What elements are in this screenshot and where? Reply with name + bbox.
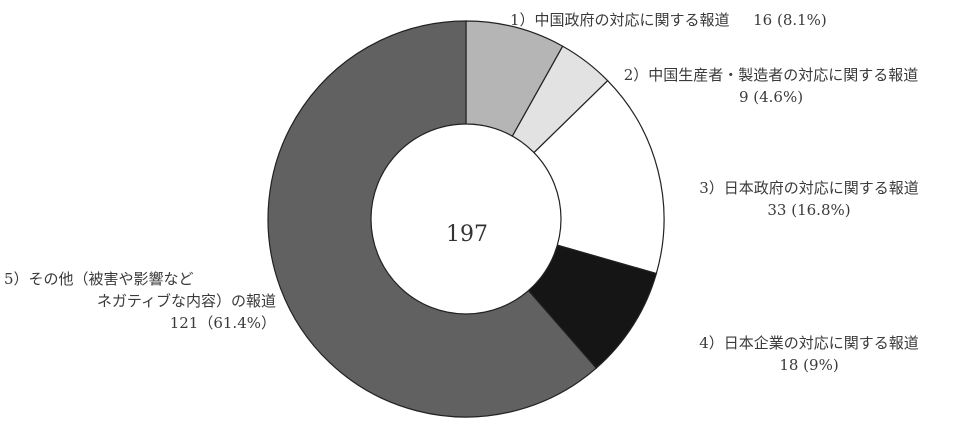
slice-label-3-value: 33 (16.8%) — [767, 201, 851, 219]
slice-label-3: 3）日本政府の対応に関する報道 33 (16.8%) — [669, 177, 949, 221]
slice-label-1-title: 1）中国政府の対応に関する報道 — [510, 11, 730, 29]
slice-label-5-value: 121（61.4%） — [169, 314, 276, 332]
slice-label-1-value: 16 (8.1%) — [753, 11, 827, 29]
slice-label-2: 2）中国生産者・製造者の対応に関する報道 9 (4.6%) — [591, 64, 951, 108]
slice-label-5-title: 5）その他（被害や影響など — [4, 270, 194, 288]
slice-label-4-value: 18 (9%) — [779, 356, 839, 374]
total-count: 197 — [446, 222, 488, 247]
slice-label-4: 4）日本企業の対応に関する報道 18 (9%) — [671, 332, 947, 376]
slice-label-2-value: 9 (4.6%) — [738, 88, 804, 106]
slice-label-2-title: 2）中国生産者・製造者の対応に関する報道 — [623, 66, 919, 84]
slice-label-4-title: 4）日本企業の対応に関する報道 — [699, 334, 919, 352]
slice-label-3-title: 3）日本政府の対応に関する報道 — [699, 179, 919, 197]
donut-hole — [370, 123, 562, 315]
slice-label-1: 1）中国政府の対応に関する報道 16 (8.1%) — [510, 9, 827, 31]
slice-label-5-title-cont: ネガティブな内容）の報道 — [96, 292, 276, 310]
slice-label-5: 5）その他（被害や影響など ネガティブな内容）の報道 121（61.4%） — [4, 268, 276, 334]
